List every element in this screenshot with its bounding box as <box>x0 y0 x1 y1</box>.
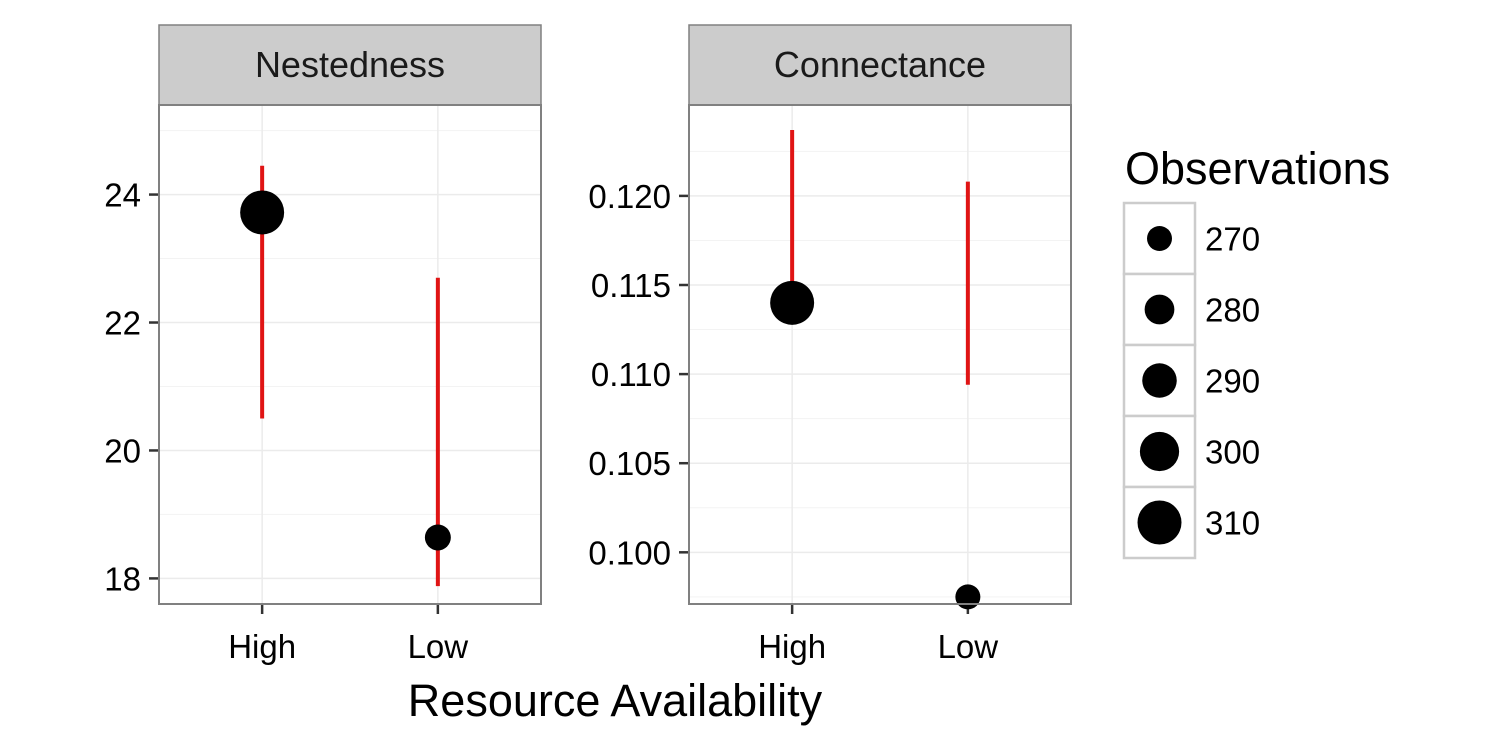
data-point <box>770 280 815 325</box>
data-point <box>955 584 981 610</box>
panel-strip <box>688 24 1072 106</box>
x-tick-label: Low <box>408 628 469 665</box>
panel-strip <box>158 24 542 106</box>
legend-title: Observations <box>1125 143 1390 194</box>
legend-point <box>1139 431 1180 472</box>
y-tick-label: 18 <box>104 560 141 597</box>
legend-label: 300 <box>1205 434 1260 471</box>
panel-border <box>158 104 542 605</box>
y-tick-label: 20 <box>104 432 141 469</box>
plot-background <box>689 105 1071 604</box>
legend-point <box>1142 363 1177 398</box>
legend-label: 310 <box>1205 505 1260 542</box>
y-tick-label: 24 <box>104 177 141 214</box>
panel-strip-title: Nestedness <box>255 44 445 85</box>
legend: Observations 270 280 290 300 310 <box>1122 143 1390 560</box>
y-tick-label: 0.115 <box>591 267 671 304</box>
legend-point <box>1144 294 1175 325</box>
y-tick-label: 22 <box>104 305 141 342</box>
plot-background <box>159 105 541 604</box>
legend-label: 290 <box>1205 363 1260 400</box>
data-point <box>240 190 285 235</box>
y-tick-label: 0.105 <box>588 445 671 482</box>
x-tick-label: Low <box>938 628 999 665</box>
y-tick-label: 0.110 <box>591 356 671 393</box>
panel-strip-title: Connectance <box>774 44 986 85</box>
panel-nestedness: Nestedness 18 20 22 24 High Low <box>104 24 542 665</box>
panel-connectance: Connectance 0.100 0.105 0.110 0.115 0.120 High… <box>588 24 1072 665</box>
legend-point <box>1137 500 1182 545</box>
legend-label: 270 <box>1205 221 1260 258</box>
x-axis-title: Resource Availability <box>408 675 823 726</box>
x-tick-label: High <box>758 628 826 665</box>
legend-key <box>1122 414 1197 489</box>
x-tick-label: High <box>228 628 296 665</box>
panels: Nestedness 18 20 22 24 High Low Connectance 0.10… <box>104 24 1072 665</box>
panel-border <box>688 104 1072 605</box>
y-tick-label: 0.100 <box>588 534 671 571</box>
data-point <box>424 524 451 551</box>
y-tick-label: 0.120 <box>588 178 671 215</box>
legend-label: 280 <box>1205 292 1260 329</box>
legend-point <box>1147 226 1172 251</box>
